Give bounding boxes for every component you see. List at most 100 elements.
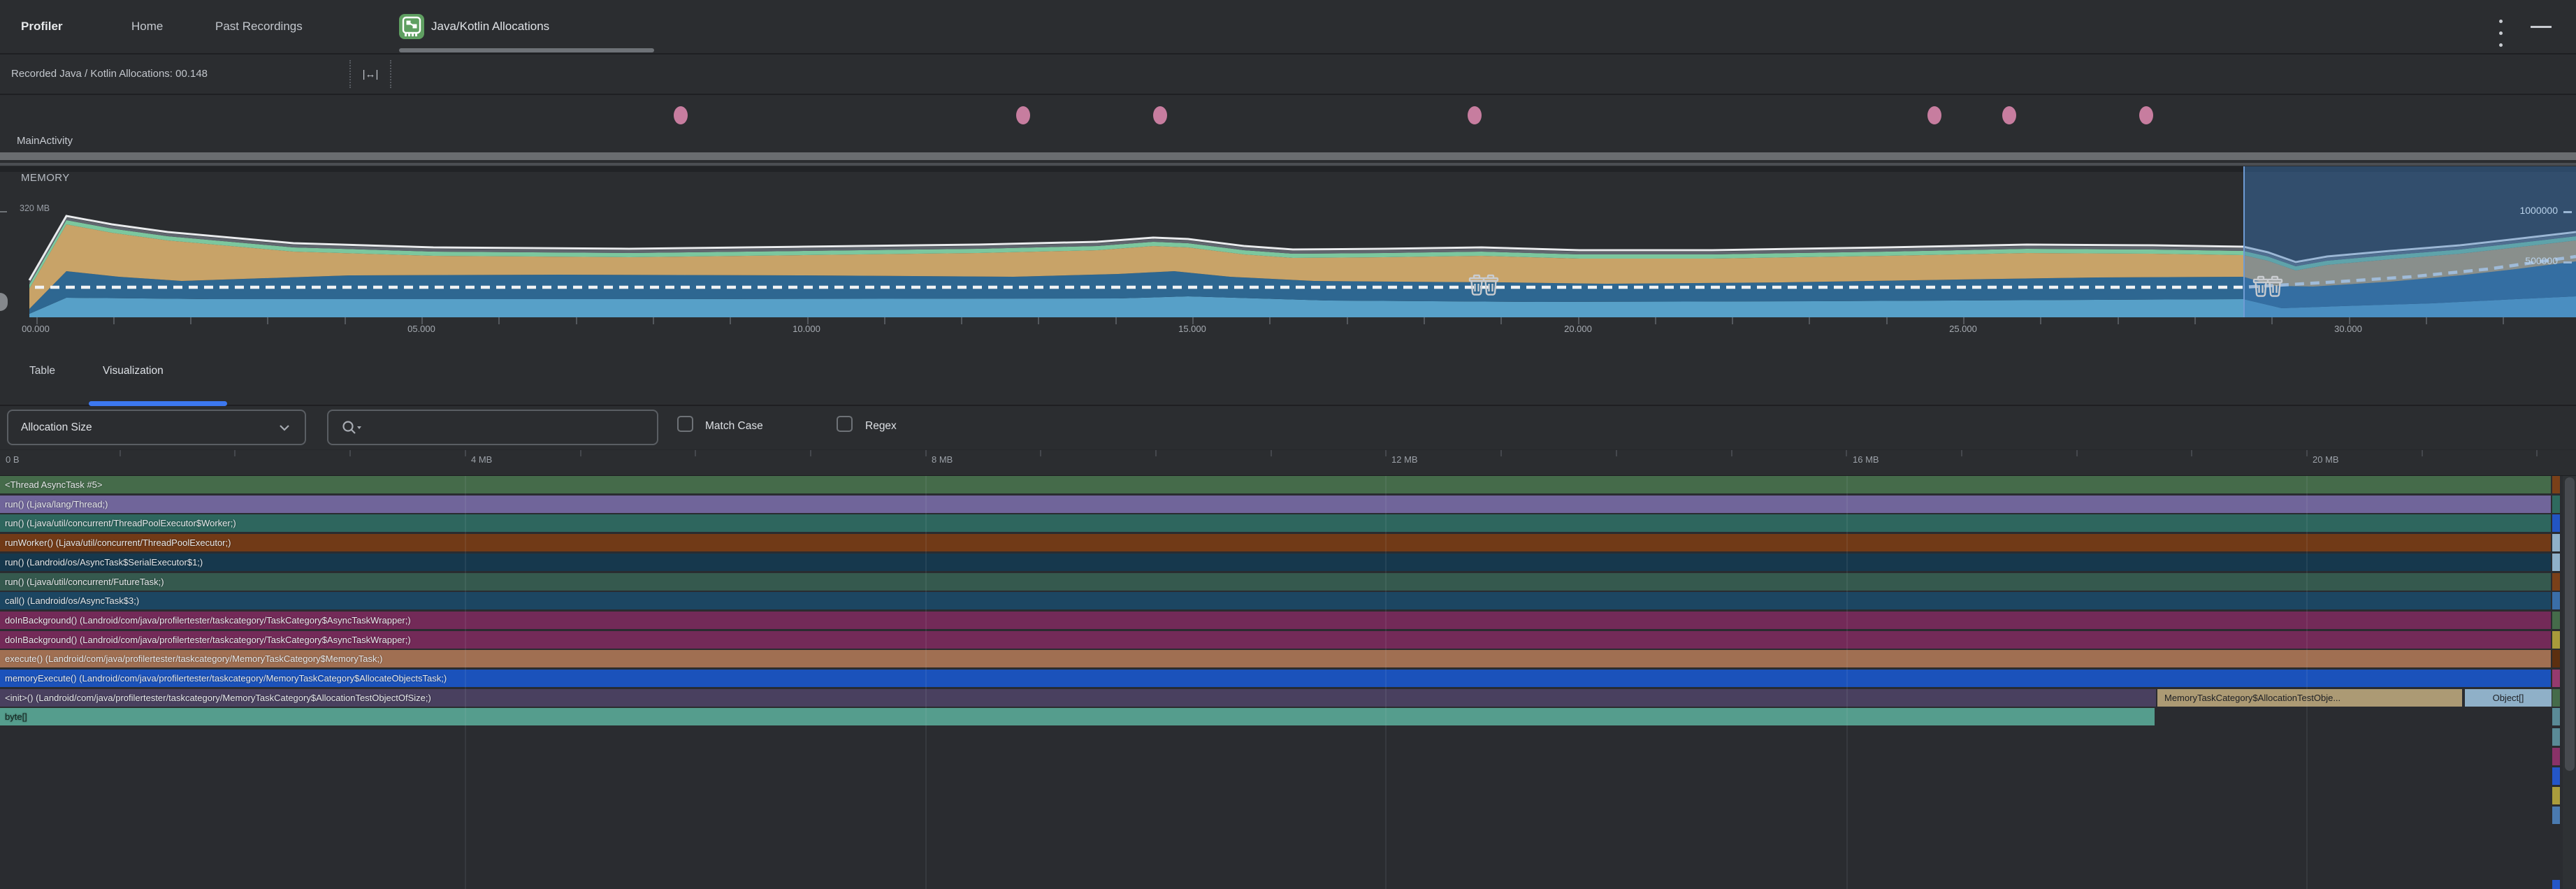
main-toolbar: Profiler Home Past Recordings Java/Kotli… xyxy=(0,0,2576,55)
time-tick xyxy=(2117,317,2119,324)
view-tabs: Table Visualization xyxy=(0,342,2576,406)
time-tick xyxy=(2425,317,2427,324)
flame-node[interactable]: byte[] xyxy=(0,708,2155,725)
tab-visualization[interactable]: Visualization xyxy=(103,365,164,377)
flame-node-sliver[interactable] xyxy=(2552,612,2560,629)
flame-node-sliver[interactable] xyxy=(2552,534,2560,551)
match-case-checkbox[interactable] xyxy=(677,416,693,432)
ruler-minor-tick xyxy=(119,450,121,456)
flame-node[interactable]: run() (Ljava/lang/Thread;) xyxy=(0,496,2551,513)
tab-past-recordings[interactable]: Past Recordings xyxy=(215,20,303,33)
active-view-tab-underline xyxy=(89,401,227,406)
tab-table[interactable]: Table xyxy=(29,365,56,377)
ruler-minor-tick xyxy=(1500,450,1503,456)
event-marker[interactable] xyxy=(1468,106,1482,124)
time-tick xyxy=(498,317,500,324)
ruler-minor-tick xyxy=(1155,450,1157,456)
flame-node-sliver[interactable] xyxy=(2552,787,2560,804)
flame-node-sliver[interactable] xyxy=(2552,670,2560,687)
time-axis-label: 05.000 xyxy=(407,324,435,334)
flame-node[interactable]: run() (Landroid/os/AsyncTask$SerialExecu… xyxy=(0,554,2551,571)
flame-node[interactable]: <init>() (Landroid/com/java/profilertest… xyxy=(0,689,2156,707)
flame-node[interactable]: doInBackground() (Landroid/com/java/prof… xyxy=(0,631,2551,649)
flame-chart: <Thread AsyncTask #5> run() (Ljava/lang/T… xyxy=(0,476,2576,889)
search-input[interactable] xyxy=(327,410,658,445)
event-marker[interactable] xyxy=(1016,106,1030,124)
flame-node-sliver[interactable] xyxy=(2552,573,2560,591)
ruler-minor-tick xyxy=(464,450,466,456)
flame-node[interactable]: MemoryTaskCategory$AllocationTestObje... xyxy=(2157,689,2462,707)
flame-node[interactable]: Object[] xyxy=(2465,689,2552,707)
flame-node[interactable]: memoryExecute() (Landroid/com/java/profi… xyxy=(0,670,2551,687)
time-tick xyxy=(1654,317,1656,324)
time-axis-label: 20.000 xyxy=(1564,324,1592,334)
flame-node-sliver[interactable] xyxy=(2552,880,2560,889)
flame-node[interactable]: run() (Ljava/util/concurrent/ThreadPoolE… xyxy=(0,514,2551,532)
regex-checkbox[interactable] xyxy=(837,416,853,432)
time-tick xyxy=(113,317,115,324)
allocation-count-tick xyxy=(2563,261,2572,263)
kebab-menu-icon[interactable] xyxy=(2499,15,2503,51)
time-tick xyxy=(190,317,192,324)
recording-bar: Recorded Java / Kotlin Allocations: 00.1… xyxy=(0,55,2576,95)
flame-node-sliver[interactable] xyxy=(2552,476,2560,493)
app-title: Profiler xyxy=(21,20,63,33)
ruler-minor-tick xyxy=(1846,450,1848,456)
event-marker[interactable] xyxy=(1927,106,1941,124)
range-handle[interactable] xyxy=(0,293,8,311)
flame-node-sliver[interactable] xyxy=(2552,689,2560,707)
time-tick xyxy=(1500,317,1503,324)
flame-node-sliver[interactable] xyxy=(2552,767,2560,785)
match-case-label[interactable]: Match Case xyxy=(705,420,763,432)
event-marker[interactable] xyxy=(2139,106,2153,124)
flame-node-sliver[interactable] xyxy=(2552,728,2560,746)
flame-node-sliver[interactable] xyxy=(2552,650,2560,667)
flame-node-sliver[interactable] xyxy=(2552,748,2560,765)
flame-node[interactable]: execute() (Landroid/com/java/profilertes… xyxy=(0,650,2551,667)
flame-node-sliver[interactable] xyxy=(2552,554,2560,571)
tab-java-kotlin-allocations[interactable]: Java/Kotlin Allocations xyxy=(431,20,550,33)
flame-node-sliver[interactable] xyxy=(2552,631,2560,649)
flame-node-sliver[interactable] xyxy=(2552,807,2560,824)
track-divider xyxy=(0,166,2576,172)
ruler-label: 4 MB xyxy=(471,454,493,465)
time-tick xyxy=(2503,317,2505,324)
time-tick xyxy=(1346,317,1348,324)
flame-node[interactable]: call() (Landroid/os/AsyncTask$3;) xyxy=(0,592,2551,609)
flame-node-sliver[interactable] xyxy=(2552,514,2560,532)
time-tick xyxy=(806,317,809,324)
memory-max-label: 320 MB xyxy=(20,203,50,213)
activity-label: MainActivity xyxy=(17,135,73,147)
flame-node[interactable]: runWorker() (Ljava/util/concurrent/Threa… xyxy=(0,534,2551,551)
minimize-icon[interactable] xyxy=(2531,26,2552,28)
ruler-minor-tick xyxy=(1270,450,1272,456)
group-by-dropdown[interactable]: Allocation Size xyxy=(7,410,306,445)
ruler-minor-tick xyxy=(925,450,927,456)
ruler-minor-tick xyxy=(695,450,697,456)
ruler-label: 8 MB xyxy=(932,454,953,465)
event-marker[interactable] xyxy=(674,106,688,124)
time-tick xyxy=(2348,317,2350,324)
memory-chart[interactable] xyxy=(0,166,2576,317)
tab-home[interactable]: Home xyxy=(131,20,164,33)
zoom-to-fit-button[interactable]: |↔| xyxy=(356,63,384,85)
flame-node-sliver[interactable] xyxy=(2552,496,2560,513)
flame-node[interactable]: <Thread AsyncTask #5> xyxy=(0,476,2551,493)
scrollbar-thumb[interactable] xyxy=(2565,477,2575,771)
time-axis-label: 30.000 xyxy=(2334,324,2362,334)
size-ruler: 0 B 4 MB 8 MB 12 MB 16 MB 20 MB xyxy=(0,450,2576,476)
event-marker[interactable] xyxy=(2002,106,2016,124)
ruler-minor-tick xyxy=(1615,450,1617,456)
flame-node-sliver[interactable] xyxy=(2552,708,2560,725)
flame-node[interactable]: doInBackground() (Landroid/com/java/prof… xyxy=(0,612,2551,629)
event-marker[interactable] xyxy=(1153,106,1167,124)
flame-node[interactable]: run() (Ljava/util/concurrent/FutureTask;… xyxy=(0,573,2551,591)
flame-node-sliver[interactable] xyxy=(2552,592,2560,609)
time-axis-label: 10.000 xyxy=(793,324,820,334)
ruler-minor-tick xyxy=(1730,450,1732,456)
toolbar-separator xyxy=(349,60,351,88)
time-tick xyxy=(961,317,963,324)
regex-label[interactable]: Regex xyxy=(865,420,897,432)
time-tick xyxy=(1809,317,1811,324)
time-tick xyxy=(2271,317,2273,324)
